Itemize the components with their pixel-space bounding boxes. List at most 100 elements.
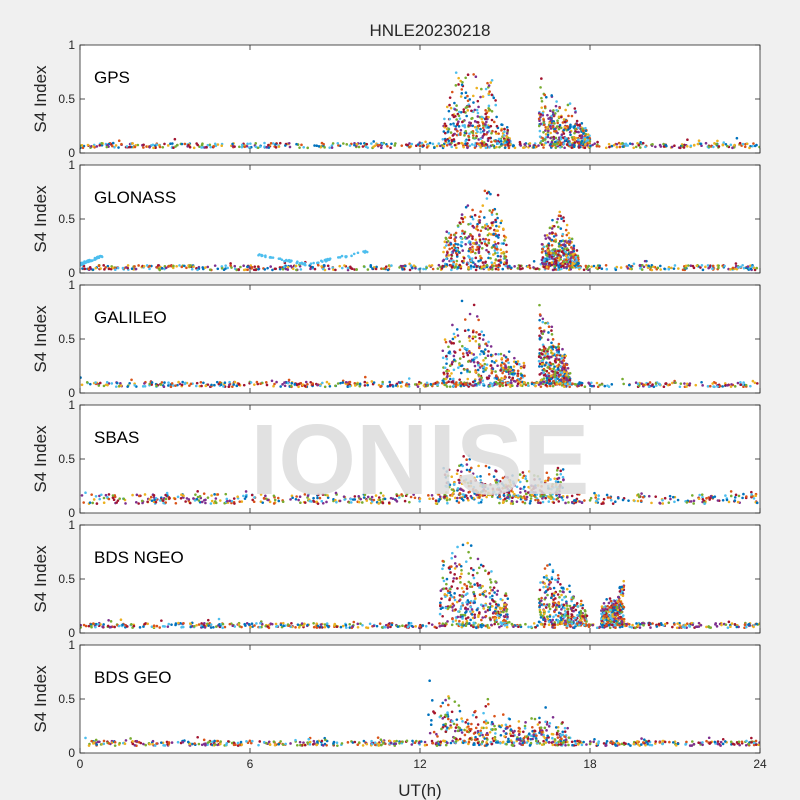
data-point xyxy=(356,625,360,629)
data-point xyxy=(450,360,454,364)
data-point xyxy=(558,106,562,110)
data-point xyxy=(505,135,509,138)
data-point xyxy=(736,381,740,385)
data-point xyxy=(677,267,680,270)
data-point xyxy=(733,143,736,147)
data-point xyxy=(91,501,95,505)
data-point xyxy=(523,485,526,489)
data-point xyxy=(564,354,567,358)
data-point xyxy=(254,142,258,145)
data-point xyxy=(497,225,501,228)
data-point xyxy=(497,236,500,239)
data-point xyxy=(222,268,226,271)
data-point xyxy=(458,378,461,381)
y-tick-label: 0.5 xyxy=(58,212,75,226)
data-point xyxy=(278,141,282,145)
y-tick-label: 1 xyxy=(68,278,75,292)
data-point xyxy=(554,112,557,115)
data-point xyxy=(701,384,704,387)
data-point xyxy=(474,251,477,255)
data-point xyxy=(495,212,499,216)
data-point xyxy=(456,487,460,490)
data-point xyxy=(358,382,362,386)
data-point xyxy=(332,268,335,271)
data-point xyxy=(537,383,541,386)
data-point xyxy=(496,382,500,385)
data-point xyxy=(543,258,546,262)
data-point xyxy=(296,260,299,264)
data-point xyxy=(541,111,545,115)
data-point xyxy=(383,267,387,270)
data-point xyxy=(444,476,448,479)
data-point xyxy=(673,144,676,148)
data-point xyxy=(689,500,693,503)
data-point xyxy=(321,493,325,496)
data-point xyxy=(323,385,327,389)
data-point xyxy=(565,265,568,269)
data-point xyxy=(210,499,214,503)
data-point xyxy=(532,260,536,263)
data-point xyxy=(538,337,542,340)
data-point xyxy=(721,498,725,502)
data-point xyxy=(650,501,653,505)
data-point xyxy=(164,266,168,270)
data-point xyxy=(501,381,504,385)
data-point xyxy=(500,142,503,146)
data-point xyxy=(546,322,550,325)
data-point xyxy=(256,146,260,150)
data-point xyxy=(505,261,508,265)
data-point xyxy=(560,384,564,387)
data-point xyxy=(544,383,548,387)
data-point xyxy=(460,364,464,367)
data-point xyxy=(286,268,290,271)
data-point xyxy=(317,263,320,267)
data-point xyxy=(455,263,458,266)
data-point xyxy=(92,622,95,625)
data-point xyxy=(491,224,494,227)
data-point xyxy=(539,326,542,330)
data-point xyxy=(547,117,550,120)
data-point xyxy=(455,328,459,331)
data-point xyxy=(167,622,171,626)
data-point xyxy=(477,346,481,350)
data-point xyxy=(350,254,353,258)
data-point xyxy=(351,498,355,501)
data-point xyxy=(219,383,223,387)
data-point xyxy=(639,499,643,503)
data-point xyxy=(94,381,97,384)
data-point xyxy=(638,626,642,629)
data-point xyxy=(529,499,532,503)
data-point xyxy=(489,364,493,367)
data-point xyxy=(555,488,559,492)
data-point xyxy=(473,383,477,387)
data-point xyxy=(697,625,701,628)
data-point xyxy=(753,381,757,385)
data-point xyxy=(80,383,84,387)
data-point xyxy=(532,474,536,477)
data-point xyxy=(505,490,509,494)
data-point xyxy=(297,382,301,386)
data-point xyxy=(510,489,513,493)
data-point xyxy=(516,360,520,363)
data-point xyxy=(481,261,485,264)
data-point xyxy=(707,496,710,499)
data-point xyxy=(365,142,369,146)
data-point xyxy=(462,110,466,114)
data-point xyxy=(105,145,109,149)
data-point xyxy=(495,377,499,380)
data-point xyxy=(560,496,564,499)
data-point xyxy=(480,265,484,269)
data-point xyxy=(89,382,92,386)
data-point xyxy=(554,261,558,265)
data-point xyxy=(492,475,496,478)
data-point xyxy=(677,626,681,630)
data-point xyxy=(562,252,565,255)
data-point xyxy=(135,493,139,497)
data-point xyxy=(401,264,404,268)
data-point xyxy=(621,625,624,628)
data-point xyxy=(555,100,558,103)
data-point xyxy=(265,497,268,501)
data-point xyxy=(472,226,476,229)
data-point xyxy=(218,623,221,626)
data-point xyxy=(574,111,577,114)
